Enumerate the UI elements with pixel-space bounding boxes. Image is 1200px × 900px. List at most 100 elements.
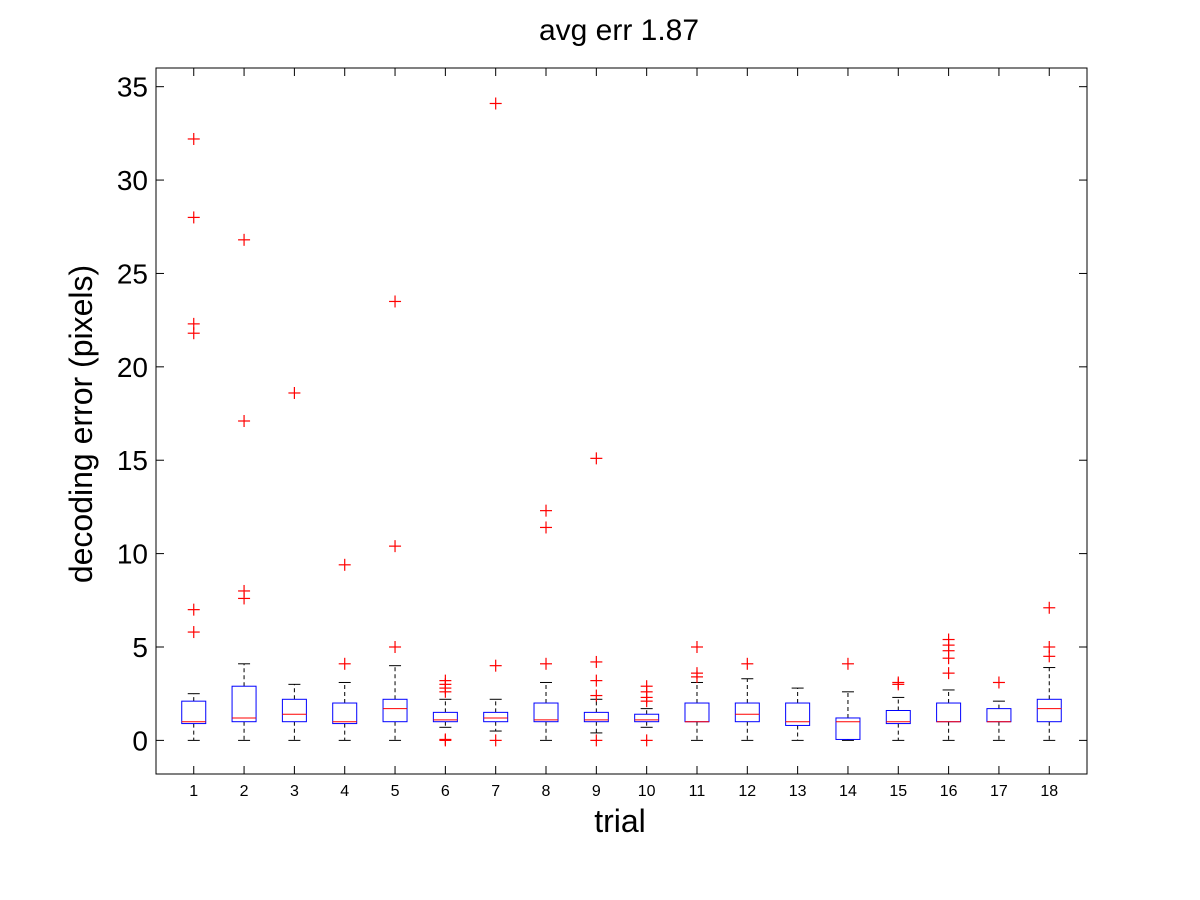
outlier-marker bbox=[1043, 640, 1056, 653]
outlier-marker bbox=[187, 626, 200, 639]
outlier-marker bbox=[992, 676, 1005, 689]
box-iqr bbox=[231, 685, 257, 723]
x-tick-label: 4 bbox=[340, 783, 349, 800]
y-tick-label: 10 bbox=[117, 539, 148, 570]
outlier-marker bbox=[540, 657, 553, 670]
box-trial-1 bbox=[181, 132, 207, 741]
y-tick-label: 15 bbox=[117, 445, 148, 476]
box-iqr bbox=[835, 717, 861, 740]
outlier-marker bbox=[540, 504, 553, 517]
y-tick-label: 0 bbox=[132, 725, 148, 756]
y-axis: 0 5 10 15 20 25 30 35 bbox=[117, 72, 1087, 756]
outlier-marker bbox=[640, 680, 653, 693]
x-tick-label: 9 bbox=[592, 783, 601, 800]
outlier-marker bbox=[690, 640, 703, 653]
x-tick-label: 10 bbox=[638, 783, 656, 800]
box-series bbox=[181, 97, 1062, 747]
outlier-marker bbox=[187, 211, 200, 224]
y-tick-label: 30 bbox=[117, 165, 148, 196]
y-tick-label: 25 bbox=[117, 258, 148, 289]
outlier-marker bbox=[590, 734, 603, 747]
y-axis-label: decoding error (pixels) bbox=[63, 265, 99, 583]
x-tick-label: 15 bbox=[889, 783, 907, 800]
outlier-marker bbox=[187, 132, 200, 145]
box-iqr bbox=[986, 708, 1012, 723]
chart-title: avg err 1.87 bbox=[539, 14, 699, 47]
box-iqr bbox=[382, 698, 408, 723]
box-iqr bbox=[281, 698, 307, 723]
outlier-marker bbox=[238, 415, 251, 427]
outlier-marker bbox=[439, 733, 452, 746]
box-iqr bbox=[734, 702, 760, 723]
outlier-marker bbox=[489, 734, 502, 747]
box-trial-9 bbox=[583, 452, 609, 747]
box-trial-11 bbox=[684, 640, 710, 741]
outlier-marker bbox=[741, 657, 754, 670]
x-tick-label: 3 bbox=[290, 783, 299, 800]
outlier-marker bbox=[942, 667, 955, 680]
box-trial-7 bbox=[483, 97, 509, 747]
x-tick-label: 12 bbox=[738, 783, 756, 800]
box-iqr bbox=[483, 711, 509, 723]
outlier-marker bbox=[238, 584, 251, 597]
x-tick-label: 18 bbox=[1040, 783, 1058, 800]
box-trial-4 bbox=[332, 558, 358, 741]
box-trial-8 bbox=[533, 504, 559, 741]
outlier-marker bbox=[439, 674, 452, 687]
x-tick-label: 13 bbox=[789, 783, 807, 800]
outlier-marker bbox=[338, 558, 351, 571]
x-tick-label: 2 bbox=[240, 783, 249, 800]
box-iqr bbox=[634, 713, 660, 723]
box-trial-3 bbox=[281, 386, 307, 741]
box-iqr bbox=[332, 702, 358, 725]
outlier-marker bbox=[288, 386, 301, 399]
outlier-marker bbox=[590, 689, 603, 702]
box-iqr bbox=[181, 700, 207, 725]
x-tick-label: 16 bbox=[940, 783, 958, 800]
box-trial-18 bbox=[1036, 601, 1062, 741]
y-tick-label: 5 bbox=[132, 632, 148, 663]
outlier-marker bbox=[489, 97, 502, 110]
outlier-marker bbox=[942, 633, 955, 646]
y-tick-label: 35 bbox=[117, 72, 148, 103]
outlier-marker bbox=[389, 640, 402, 653]
box-trial-5 bbox=[382, 295, 408, 741]
box-trial-15 bbox=[885, 676, 911, 741]
box-trial-2 bbox=[231, 233, 257, 741]
outlier-marker bbox=[892, 676, 905, 689]
outlier-marker bbox=[389, 540, 402, 553]
plot-frame bbox=[155, 67, 1088, 775]
x-tick-label: 6 bbox=[441, 783, 450, 800]
x-tick-label: 8 bbox=[542, 783, 551, 800]
box-iqr bbox=[1036, 698, 1062, 723]
x-tick-label: 5 bbox=[391, 783, 400, 800]
box-trial-6 bbox=[432, 674, 458, 747]
outlier-marker bbox=[590, 655, 603, 668]
outlier-marker bbox=[1043, 601, 1056, 614]
box-iqr bbox=[785, 702, 811, 726]
outlier-marker bbox=[690, 667, 703, 680]
box-iqr bbox=[885, 709, 911, 725]
outlier-marker bbox=[640, 734, 653, 747]
x-tick-label: 7 bbox=[491, 783, 500, 800]
box-iqr bbox=[684, 702, 710, 723]
x-tick-label: 14 bbox=[839, 783, 857, 800]
outlier-marker bbox=[187, 317, 200, 330]
outlier-marker bbox=[238, 233, 251, 246]
x-tick-label: 17 bbox=[990, 783, 1008, 800]
box-trial-13 bbox=[785, 687, 811, 741]
outlier-marker bbox=[187, 603, 200, 616]
x-tick-label: 1 bbox=[189, 783, 198, 800]
box-trial-16 bbox=[936, 633, 962, 741]
y-tick-label: 20 bbox=[117, 352, 148, 383]
box-trial-10 bbox=[634, 680, 660, 747]
box-iqr bbox=[533, 702, 559, 723]
outlier-marker bbox=[489, 659, 502, 672]
box-iqr bbox=[583, 711, 609, 723]
box-trial-12 bbox=[734, 657, 760, 741]
outlier-marker bbox=[389, 295, 402, 308]
outlier-marker bbox=[338, 657, 351, 670]
x-axis-label: trial bbox=[594, 803, 646, 839]
box-trial-14 bbox=[835, 657, 861, 741]
